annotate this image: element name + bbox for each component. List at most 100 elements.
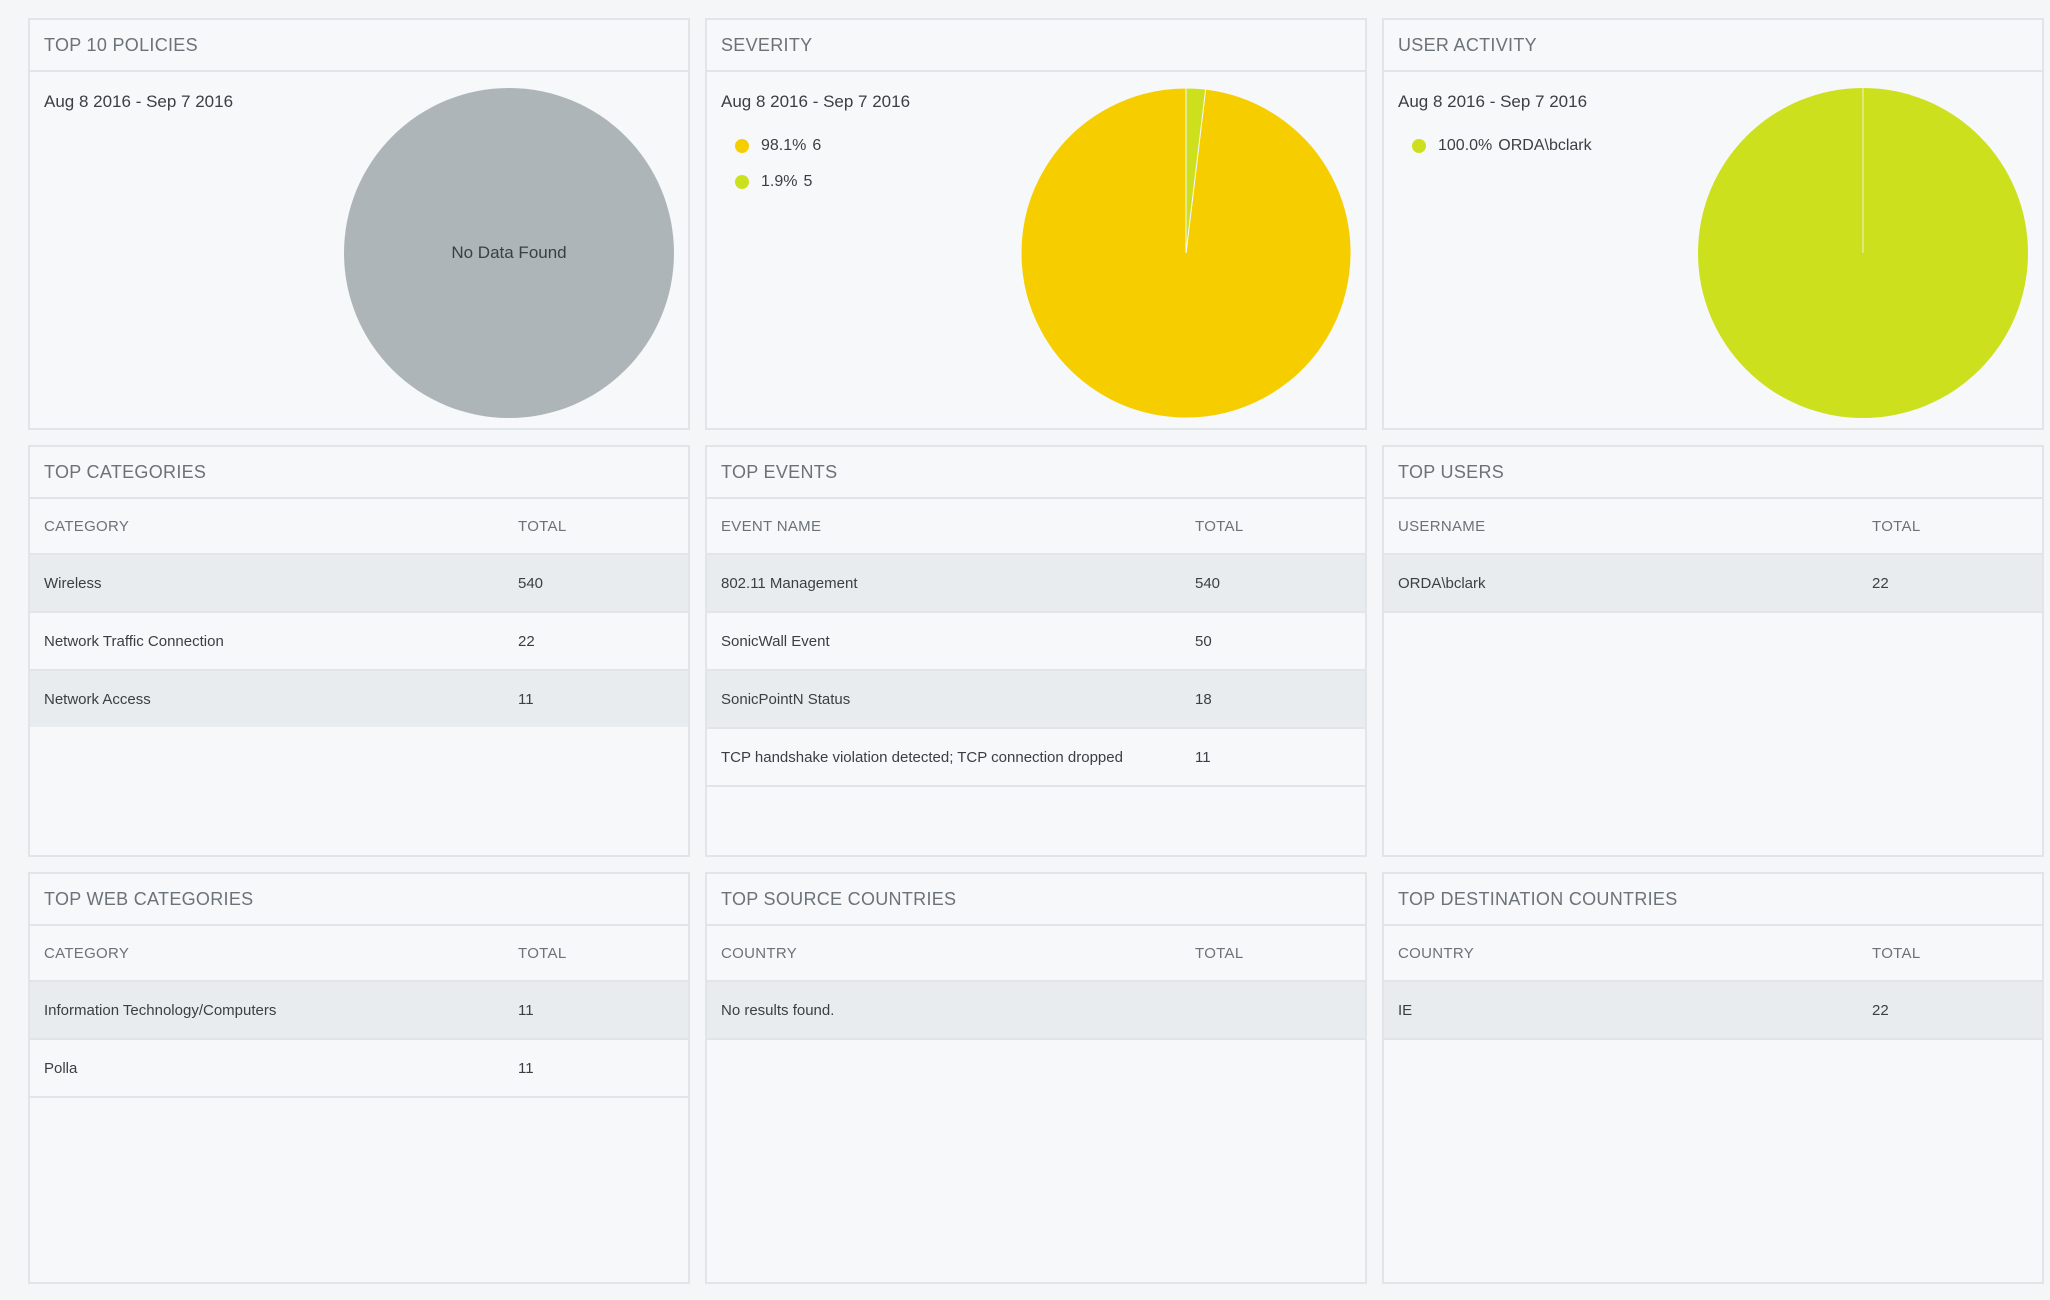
table-row[interactable]: 802.11 Management 540 (707, 554, 1365, 613)
panel-title: TOP EVENTS (707, 447, 1365, 499)
total-cell: 540 (504, 554, 688, 613)
table-row[interactable]: Network Traffic Connection 22 (30, 612, 688, 671)
legend-item[interactable]: 1.9% 5 (735, 164, 827, 200)
date-range: Aug 8 2016 - Sep 7 2016 (1398, 92, 1588, 111)
category-cell: Information Technology/Computers (30, 981, 504, 1040)
total-cell: 540 (1181, 554, 1365, 613)
empty-results-row: No results found. (707, 981, 1365, 1040)
user-activity-legend: 100.0% ORDA\bclark (1412, 128, 1598, 164)
table-row[interactable]: IE 22 (1384, 981, 2042, 1040)
table-row[interactable]: Wireless 540 (30, 554, 688, 613)
user-activity-pie-chart[interactable] (1696, 86, 2030, 420)
column-header-total[interactable]: TOTAL (1858, 926, 2042, 982)
top-users-panel: TOP USERS USERNAME TOTAL ORDA\bclark 22 (1382, 445, 2044, 857)
legend-label: ORDA\bclark (1498, 137, 1592, 154)
category-cell: Network Traffic Connection (30, 612, 504, 671)
legend-pct: 98.1% (761, 137, 807, 154)
panel-title: TOP SOURCE COUNTRIES (707, 874, 1365, 926)
table-row[interactable]: ORDA\bclark 22 (1384, 554, 2042, 613)
column-header-total[interactable]: TOTAL (504, 499, 688, 555)
panel-title: TOP USERS (1384, 447, 2042, 499)
top-events-panel: TOP EVENTS EVENT NAME TOTAL 802.11 Manag… (705, 445, 1367, 857)
table-row[interactable]: SonicWall Event 50 (707, 612, 1365, 671)
username-cell: ORDA\bclark (1384, 554, 1858, 613)
panel-title: TOP 10 POLICIES (30, 20, 688, 72)
categories-table: CATEGORY TOTAL Wireless 540 Network Traf… (30, 499, 688, 727)
panel-title: TOP WEB CATEGORIES (30, 874, 688, 926)
legend-pct: 100.0% (1438, 137, 1493, 154)
table-row[interactable]: SonicPointN Status 18 (707, 670, 1365, 729)
legend-dot (735, 175, 749, 189)
destination-countries-table: COUNTRY TOTAL IE 22 (1384, 926, 2042, 1040)
total-cell: 11 (1181, 728, 1365, 787)
total-cell: 22 (1858, 554, 2042, 613)
source-countries-table: COUNTRY TOTAL No results found. (707, 926, 1365, 1040)
total-cell: 11 (504, 670, 688, 727)
legend-item[interactable]: 100.0% ORDA\bclark (1412, 128, 1598, 164)
table-header-row: CATEGORY TOTAL (30, 926, 688, 982)
date-range: Aug 8 2016 - Sep 7 2016 (44, 92, 234, 111)
table-header-row: COUNTRY TOTAL (707, 926, 1365, 982)
legend-label: 6 (812, 137, 822, 154)
table-row[interactable]: Polla 11 (30, 1039, 688, 1098)
column-header-total[interactable]: TOTAL (1181, 499, 1365, 555)
total-cell: 11 (504, 1039, 688, 1098)
legend-item[interactable]: 98.1% 6 (735, 128, 827, 164)
users-table: USERNAME TOTAL ORDA\bclark 22 (1384, 499, 2042, 613)
severity-panel: SEVERITY Aug 8 2016 - Sep 7 2016 98.1% 6… (705, 18, 1367, 430)
legend-dot (1412, 139, 1426, 153)
column-header-country[interactable]: COUNTRY (707, 926, 1181, 982)
no-results-label: No results found. (707, 981, 1365, 1040)
table-row[interactable]: TCP handshake violation detected; TCP co… (707, 728, 1365, 787)
table-header-row: EVENT NAME TOTAL (707, 499, 1365, 555)
severity-legend: 98.1% 6 1.9% 5 (735, 128, 827, 200)
panel-title: USER ACTIVITY (1384, 20, 2042, 72)
events-table: EVENT NAME TOTAL 802.11 Management 540 S… (707, 499, 1365, 787)
table-row[interactable]: Network Access 11 (30, 670, 688, 727)
legend-pct: 1.9% (761, 173, 798, 190)
category-cell: Network Access (30, 670, 504, 727)
column-header-event-name[interactable]: EVENT NAME (707, 499, 1181, 555)
total-cell: 22 (504, 612, 688, 671)
panel-title: TOP CATEGORIES (30, 447, 688, 499)
pie-slice[interactable] (1185, 87, 1207, 254)
event-name-cell: TCP handshake violation detected; TCP co… (707, 728, 1181, 787)
column-header-country[interactable]: COUNTRY (1384, 926, 1858, 982)
top-policies-panel: TOP 10 POLICIES Aug 8 2016 - Sep 7 2016 … (28, 18, 690, 430)
total-cell: 50 (1181, 612, 1365, 671)
panel-title: SEVERITY (707, 20, 1365, 72)
date-range: Aug 8 2016 - Sep 7 2016 (721, 92, 911, 111)
table-row[interactable]: Information Technology/Computers 11 (30, 981, 688, 1040)
top-source-countries-panel: TOP SOURCE COUNTRIES COUNTRY TOTAL No re… (705, 872, 1367, 1284)
table-header-row: USERNAME TOTAL (1384, 499, 2042, 555)
table-header-row: CATEGORY TOTAL (30, 499, 688, 555)
legend-label: 5 (803, 173, 813, 190)
event-name-cell: SonicPointN Status (707, 670, 1181, 729)
table-header-row: COUNTRY TOTAL (1384, 926, 2042, 982)
column-header-total[interactable]: TOTAL (1181, 926, 1365, 982)
event-name-cell: 802.11 Management (707, 554, 1181, 613)
total-cell: 18 (1181, 670, 1365, 729)
category-cell: Wireless (30, 554, 504, 613)
column-header-category[interactable]: CATEGORY (30, 926, 504, 982)
total-cell: 22 (1858, 981, 2042, 1040)
pie-empty-slice (344, 88, 674, 418)
no-data-label: No Data Found (451, 243, 567, 262)
policies-pie-chart[interactable]: No Data Found (342, 86, 676, 420)
panel-title: TOP DESTINATION COUNTRIES (1384, 874, 2042, 926)
web-categories-table: CATEGORY TOTAL Information Technology/Co… (30, 926, 688, 1098)
column-header-total[interactable]: TOTAL (1858, 499, 2042, 555)
top-destination-countries-panel: TOP DESTINATION COUNTRIES COUNTRY TOTAL … (1382, 872, 2044, 1284)
country-cell: IE (1384, 981, 1858, 1040)
legend-dot (735, 139, 749, 153)
category-cell: Polla (30, 1039, 504, 1098)
column-header-total[interactable]: TOTAL (504, 926, 688, 982)
total-cell: 11 (504, 981, 688, 1040)
column-header-category[interactable]: CATEGORY (30, 499, 504, 555)
user-activity-panel: USER ACTIVITY Aug 8 2016 - Sep 7 2016 10… (1382, 18, 2044, 430)
top-web-categories-panel: TOP WEB CATEGORIES CATEGORY TOTAL Inform… (28, 872, 690, 1284)
event-name-cell: SonicWall Event (707, 612, 1181, 671)
top-categories-panel: TOP CATEGORIES CATEGORY TOTAL Wireless 5… (28, 445, 690, 857)
severity-pie-chart[interactable] (1019, 86, 1353, 420)
column-header-username[interactable]: USERNAME (1384, 499, 1858, 555)
